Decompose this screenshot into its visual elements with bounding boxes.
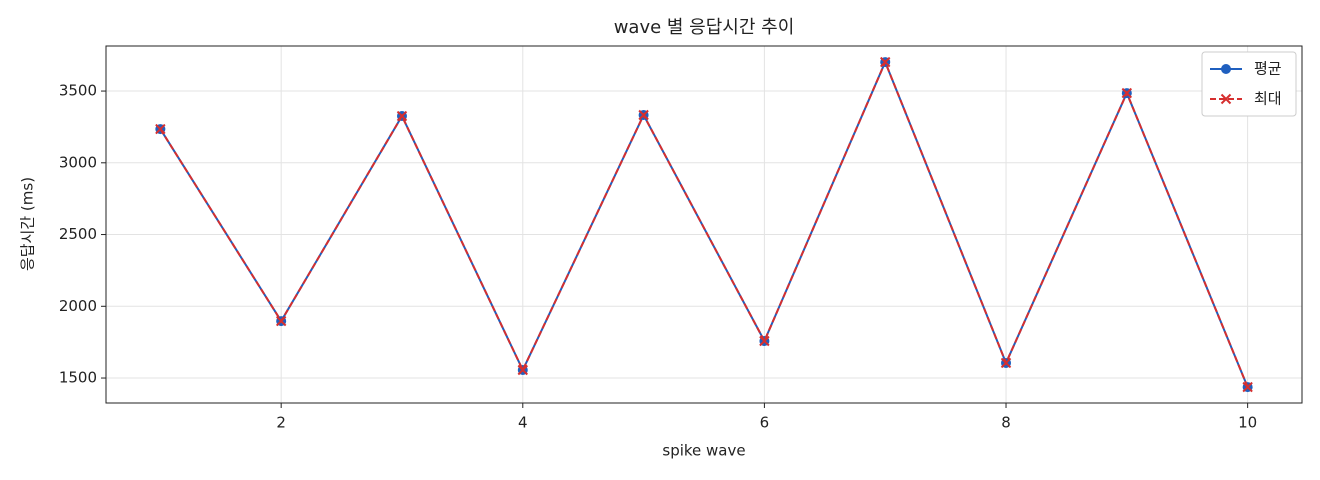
data-point <box>759 335 770 347</box>
legend-label: 최대 <box>1254 90 1282 108</box>
x-tick-label: 6 <box>760 414 770 432</box>
y-tick-label: 2500 <box>59 225 97 243</box>
data-point <box>275 315 287 327</box>
data-point <box>1000 357 1012 369</box>
y-tick-label: 2000 <box>59 297 97 315</box>
y-tick-label: 3000 <box>59 153 97 171</box>
chart-title: wave 별 응답시간 추이 <box>614 17 795 38</box>
x-axis-label: spike wave <box>662 442 745 460</box>
data-point <box>517 364 528 376</box>
legend-box <box>1201 51 1297 117</box>
y-tick-label: 1500 <box>59 369 97 387</box>
legend-label: 평균 <box>1254 60 1282 78</box>
x-tick-label: 8 <box>1001 414 1011 432</box>
plot-frame <box>105 45 1303 404</box>
x-tick-label: 2 <box>276 414 286 432</box>
legend-marker <box>1220 93 1232 105</box>
x-tick-label: 4 <box>518 414 528 432</box>
data-point <box>638 109 649 121</box>
legend-marker <box>1221 64 1231 74</box>
data-point <box>1121 87 1133 99</box>
series-line <box>159 59 1249 388</box>
data-point <box>1242 381 1253 393</box>
x-tick-label: 10 <box>1238 414 1257 432</box>
y-axis-label: 응답시간 (ms) <box>19 177 37 271</box>
data-point <box>155 123 166 135</box>
y-tick-label: 3500 <box>59 82 97 100</box>
data-point <box>880 56 891 68</box>
data-point <box>396 110 408 122</box>
